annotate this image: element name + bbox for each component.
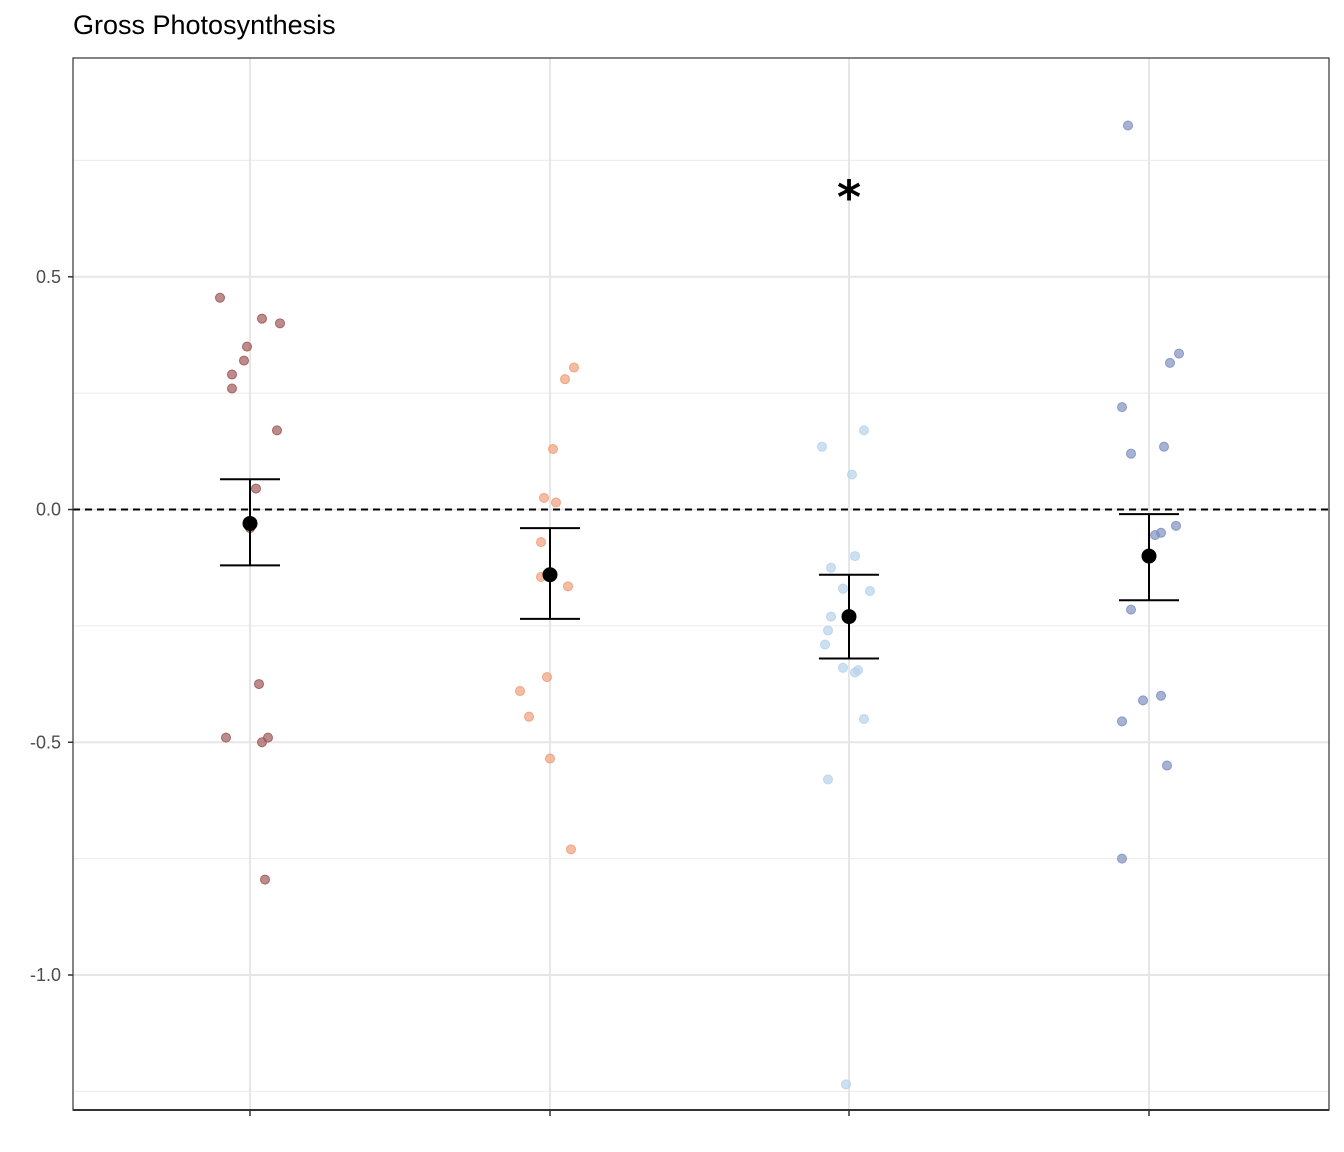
y-tick-label: 0.5 bbox=[36, 267, 61, 287]
data-point bbox=[257, 737, 267, 748]
data-point bbox=[1150, 530, 1160, 541]
data-point bbox=[515, 686, 525, 697]
data-point bbox=[275, 318, 285, 329]
data-point bbox=[1156, 690, 1166, 701]
chart-title: Gross Photosynthesis bbox=[73, 10, 336, 40]
data-point bbox=[239, 355, 249, 366]
data-point bbox=[551, 497, 561, 508]
grid-layer bbox=[73, 58, 1329, 1110]
data-point bbox=[817, 441, 827, 452]
axis-layer: 0.5 0.0 -0.5 -1.0 bbox=[30, 57, 1330, 1116]
mean-point bbox=[242, 515, 258, 531]
data-point bbox=[221, 732, 231, 743]
data-point bbox=[1126, 604, 1136, 615]
data-point bbox=[227, 369, 237, 380]
data-point bbox=[823, 625, 833, 636]
data-point bbox=[242, 341, 252, 352]
annotation-layer: * bbox=[837, 171, 861, 225]
data-point bbox=[569, 362, 579, 373]
data-point bbox=[1117, 853, 1127, 864]
y-tick-label: -1.0 bbox=[30, 965, 61, 985]
data-point bbox=[850, 551, 860, 562]
data-point bbox=[820, 639, 830, 650]
y-tick-label: 0.0 bbox=[36, 500, 61, 520]
data-point bbox=[1174, 348, 1184, 359]
data-point bbox=[838, 662, 848, 673]
data-point bbox=[1123, 120, 1133, 131]
data-point bbox=[215, 292, 225, 303]
data-point bbox=[1138, 695, 1148, 706]
data-point bbox=[847, 469, 857, 480]
data-point bbox=[826, 611, 836, 622]
data-point bbox=[1126, 448, 1136, 459]
data-point bbox=[545, 753, 555, 764]
data-point bbox=[272, 425, 282, 436]
data-point bbox=[560, 374, 570, 385]
data-point bbox=[850, 667, 860, 678]
data-point bbox=[1162, 760, 1172, 771]
data-point bbox=[838, 583, 848, 594]
data-point bbox=[257, 313, 267, 324]
data-point bbox=[542, 672, 552, 683]
data-point bbox=[251, 483, 261, 494]
data-point bbox=[859, 713, 869, 724]
mean-point bbox=[542, 567, 558, 583]
data-point bbox=[1165, 357, 1175, 368]
points-layer bbox=[215, 120, 1184, 1090]
data-point bbox=[536, 537, 546, 548]
data-point bbox=[1159, 441, 1169, 452]
data-point bbox=[548, 444, 558, 455]
data-point bbox=[563, 581, 573, 592]
data-point bbox=[1171, 520, 1181, 531]
summary-layer bbox=[220, 478, 1179, 660]
data-point bbox=[524, 711, 534, 722]
data-point bbox=[260, 874, 270, 885]
data-point bbox=[1117, 402, 1127, 413]
data-point bbox=[254, 679, 264, 690]
data-point bbox=[859, 425, 869, 436]
plot-panel bbox=[73, 58, 1329, 1110]
data-point bbox=[841, 1079, 851, 1090]
data-point bbox=[826, 562, 836, 573]
data-point bbox=[865, 585, 875, 596]
data-point bbox=[227, 383, 237, 394]
mean-point bbox=[841, 609, 857, 625]
data-point bbox=[823, 774, 833, 785]
data-point bbox=[1117, 716, 1127, 727]
significance-annotation: * bbox=[837, 171, 861, 225]
data-point bbox=[539, 492, 549, 503]
y-tick-label: -0.5 bbox=[30, 732, 61, 752]
data-point bbox=[566, 844, 576, 855]
mean-point bbox=[1141, 548, 1157, 564]
